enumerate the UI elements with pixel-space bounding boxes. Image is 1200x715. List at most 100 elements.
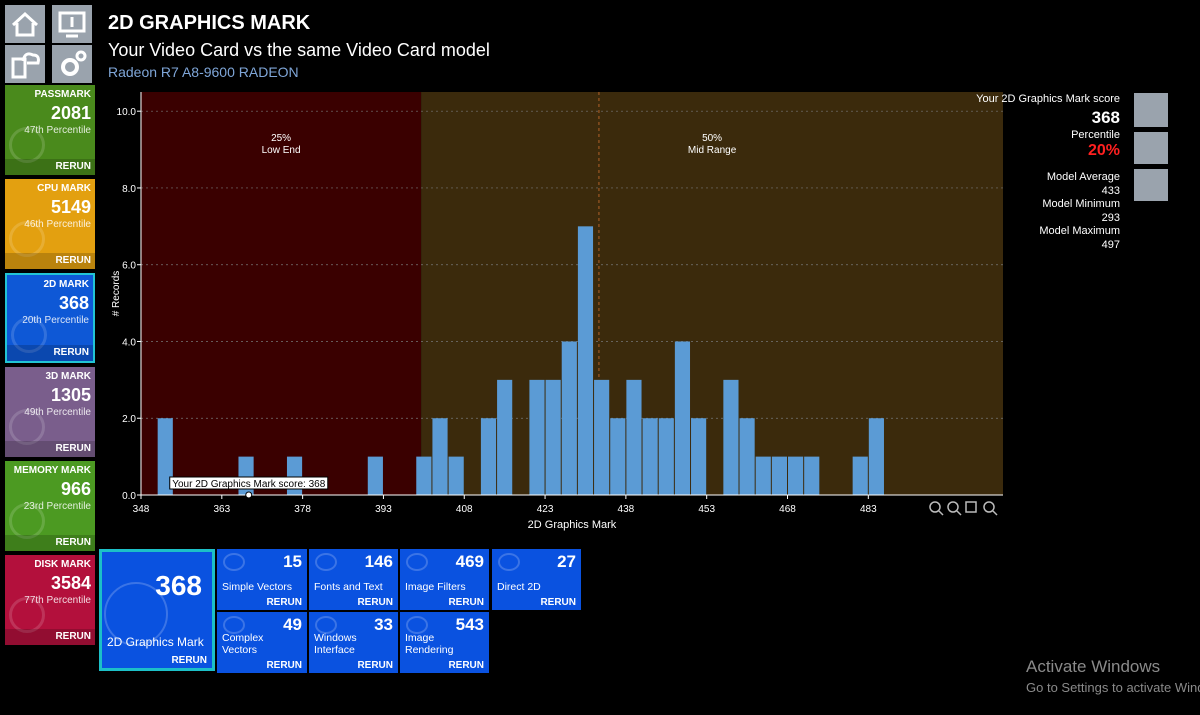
test-tile[interactable]: 33 Windows Interface RERUN (309, 612, 398, 673)
summary-minimum: 293 (1101, 212, 1120, 224)
report-button[interactable] (1134, 93, 1168, 127)
test-score: 469 (455, 552, 484, 571)
rerun-button[interactable]: RERUN (171, 655, 207, 666)
test-score: 49 (283, 615, 302, 634)
main-test-tile[interactable]: 368 2D Graphics Mark RERUN (99, 549, 215, 671)
page-subtitle: Your Video Card vs the same Video Card m… (108, 40, 490, 60)
x-tick-label: 468 (779, 504, 796, 515)
summary-maximum: 497 (1101, 239, 1120, 251)
rerun-button[interactable]: RERUN (266, 597, 302, 608)
rerun-button[interactable]: RERUN (7, 345, 93, 361)
test-tile[interactable]: 15 Simple Vectors RERUN (217, 549, 307, 610)
test-name: Direct 2D (497, 581, 541, 593)
rerun-button[interactable]: RERUN (448, 597, 484, 608)
test-score: 15 (283, 552, 302, 571)
tile-score: 3584 (50, 573, 91, 593)
summary-percentile: 20% (1087, 142, 1120, 159)
info-button[interactable] (52, 5, 92, 43)
test-score: 33 (374, 615, 393, 634)
summary-average: 433 (1101, 185, 1120, 197)
bar (755, 456, 771, 495)
tile-decoration (315, 616, 337, 634)
bar (480, 418, 497, 495)
y-tick-label: 0.0 (122, 491, 136, 502)
marker-label: Your 2D Graphics Mark score: 368 (172, 479, 325, 490)
rerun-button[interactable]: RERUN (448, 660, 484, 671)
hardware-button[interactable] (1134, 169, 1168, 201)
score-tile[interactable]: 3D MARK 1305 49th Percentile RERUN (5, 367, 95, 457)
rerun-button[interactable]: RERUN (5, 441, 95, 457)
x-axis-label: 2D Graphics Mark (528, 519, 617, 531)
test-name: Simple Vectors (222, 581, 293, 593)
tile-decoration (9, 503, 45, 539)
rerun-button[interactable]: RERUN (357, 660, 393, 671)
tile-decoration (406, 616, 428, 634)
test-tile[interactable]: 146 Fonts and Text RERUN (309, 549, 398, 610)
watermark-text: Go to Settings to activate Windows. (1026, 680, 1200, 695)
bar (804, 456, 820, 495)
tile-percentile: 47th Percentile (24, 125, 91, 136)
bar (691, 418, 707, 495)
score-tile[interactable]: MEMORY MARK 966 23rd Percentile RERUN (5, 461, 95, 551)
watermark-title: Activate Windows (1026, 657, 1161, 676)
rerun-button[interactable]: RERUN (266, 660, 302, 671)
score-tile[interactable]: CPU MARK 5149 46th Percentile RERUN (5, 179, 95, 269)
region-sublabel: Low End (262, 145, 301, 156)
tile-title: DISK MARK (34, 559, 91, 570)
tile-title: MEMORY MARK (13, 465, 91, 476)
tile-decoration (11, 317, 47, 353)
tile-score: 2081 (50, 103, 91, 123)
bar (432, 418, 448, 495)
tile-score: 1305 (50, 385, 91, 405)
test-tile[interactable]: 27 Direct 2D RERUN (492, 549, 581, 610)
region-label: 25% (271, 133, 291, 144)
bar (626, 379, 642, 495)
summary-average-label: Model Average (1046, 171, 1120, 183)
score-tile[interactable]: DISK MARK 3584 77th Percentile RERUN (5, 555, 95, 645)
test-tile[interactable]: 469 Image Filters RERUN (400, 549, 489, 610)
score-tile[interactable]: 2D MARK 368 20th Percentile RERUN (5, 273, 95, 363)
bar (739, 418, 755, 495)
bar (367, 456, 383, 495)
x-tick-label: 483 (860, 504, 877, 515)
tile-percentile: 20th Percentile (22, 315, 89, 326)
test-name: Image Rendering (405, 632, 454, 656)
test-tile[interactable]: 543 Image Rendering RERUN (400, 612, 489, 673)
x-tick-label: 423 (537, 504, 554, 515)
rerun-button[interactable]: RERUN (540, 597, 576, 608)
web-button[interactable] (1134, 132, 1168, 164)
model-name: Radeon R7 A8-9600 RADEON (108, 64, 299, 80)
main-test-name: 2D Graphics Mark (107, 635, 204, 649)
cloud-icon (11, 52, 40, 79)
bar (674, 341, 691, 495)
y-tick-label: 2.0 (122, 414, 136, 425)
main-test-score: 368 (155, 570, 202, 601)
tile-title: 3D MARK (45, 371, 91, 382)
region-sublabel: Mid Range (688, 145, 737, 156)
rerun-button[interactable]: RERUN (5, 535, 95, 551)
rerun-button[interactable]: RERUN (5, 629, 95, 645)
bar (157, 418, 173, 495)
x-tick-label: 453 (698, 504, 715, 515)
region-label: 50% (702, 133, 722, 144)
test-name: Image Filters (405, 581, 466, 593)
bar (529, 379, 545, 495)
score-tile[interactable]: PASSMARK 2081 47th Percentile RERUN (5, 85, 95, 175)
rerun-button[interactable]: RERUN (5, 253, 95, 269)
tile-decoration (223, 616, 245, 634)
info-icon (58, 11, 86, 38)
test-tile[interactable]: 49 Complex Vectors RERUN (217, 612, 307, 673)
settings-button[interactable] (52, 45, 92, 83)
summary-score: 368 (1091, 108, 1120, 127)
x-tick-label: 438 (618, 504, 635, 515)
bar (788, 456, 804, 495)
y-tick-label: 6.0 (122, 261, 136, 272)
tile-decoration (406, 553, 428, 571)
rerun-button[interactable]: RERUN (357, 597, 393, 608)
tile-percentile: 23rd Percentile (23, 501, 91, 512)
home-button[interactable] (5, 5, 45, 43)
tile-percentile: 49th Percentile (24, 407, 91, 418)
rerun-button[interactable]: RERUN (5, 159, 95, 175)
bar (610, 418, 626, 495)
cloud-button[interactable] (5, 45, 45, 83)
